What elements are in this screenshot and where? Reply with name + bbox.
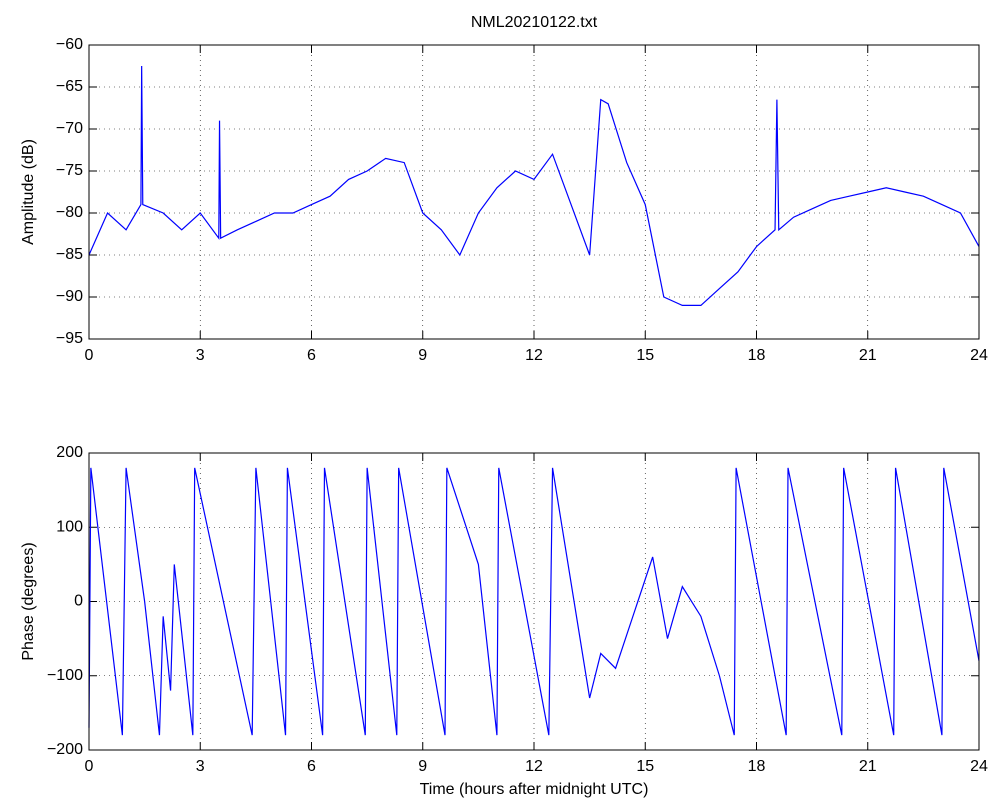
- x-tick-label: 24: [970, 758, 988, 775]
- x-tick-label: 9: [418, 758, 427, 775]
- x-tick-label: 6: [307, 347, 316, 364]
- y-tick-label: 200: [56, 444, 83, 461]
- y-tick-label: −95: [56, 330, 83, 347]
- y-tick-label: −80: [56, 204, 83, 221]
- x-tick-label: 12: [525, 347, 543, 364]
- plot-area: [89, 45, 979, 339]
- x-tick-label: 15: [636, 758, 654, 775]
- chart-title: NML20210122.txt: [471, 14, 598, 31]
- y-tick-label: −85: [56, 246, 83, 263]
- y-tick-label: −90: [56, 288, 83, 305]
- y-tick-label: −60: [56, 36, 83, 53]
- x-tick-label: 21: [859, 758, 877, 775]
- data-line: [88, 65, 980, 306]
- x-tick-label: 15: [636, 347, 654, 364]
- y-axis-label: Phase (degrees): [20, 542, 37, 660]
- x-tick-label: 18: [748, 758, 766, 775]
- x-tick-label: 18: [748, 347, 766, 364]
- axes-box: [88, 44, 980, 340]
- y-tick-label: −200: [47, 741, 83, 758]
- x-tick-label: 24: [970, 347, 988, 364]
- x-tick-label: 3: [196, 347, 205, 364]
- x-tick-label: 0: [85, 347, 94, 364]
- data-line: [88, 467, 980, 736]
- y-tick-label: −65: [56, 78, 83, 95]
- x-tick-label: 21: [859, 347, 877, 364]
- y-axis-label: Amplitude (dB): [20, 139, 37, 245]
- x-tick-label: 9: [418, 347, 427, 364]
- y-tick-label: 100: [56, 518, 83, 535]
- axes-box: [88, 452, 980, 751]
- y-tick-label: −75: [56, 162, 83, 179]
- x-tick-label: 12: [525, 758, 543, 775]
- x-axis-label: Time (hours after midnight UTC): [420, 781, 649, 798]
- x-tick-label: 6: [307, 758, 316, 775]
- y-tick-label: −70: [56, 120, 83, 137]
- y-tick-label: −100: [47, 667, 83, 684]
- x-tick-label: 3: [196, 758, 205, 775]
- y-tick-label: 0: [74, 593, 83, 610]
- x-tick-label: 0: [85, 758, 94, 775]
